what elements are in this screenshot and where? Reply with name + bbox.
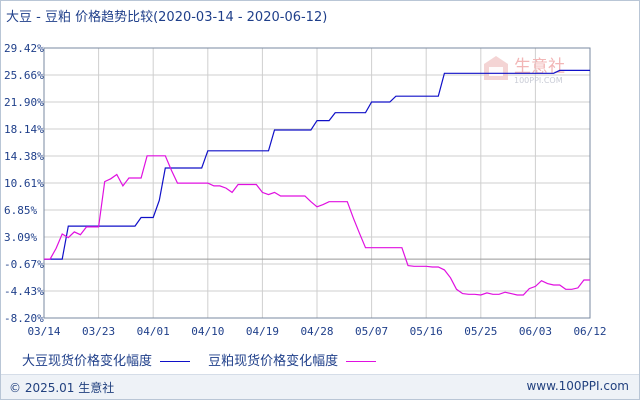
x-tick-label: 03/23 [82, 325, 115, 338]
legend-item-soymeal: 豆粕现货价格变化幅度 [208, 350, 377, 369]
series-line-soymeal [44, 155, 590, 296]
footer-website-link[interactable]: www.100PPI.com [526, 379, 629, 393]
plot-border [43, 47, 591, 319]
legend: 大豆现货价格变化幅度 豆粕现货价格变化幅度 [22, 350, 390, 369]
footer-copyright: © 2025.01 生意社 [9, 381, 115, 395]
watermark-text: 生意社 [514, 57, 565, 77]
y-tick-label: 29.42% [4, 42, 44, 55]
y-tick-label: 25.66% [4, 69, 44, 82]
x-tick-label: 04/01 [137, 325, 170, 338]
x-tick-label: 05/16 [410, 325, 443, 338]
y-tick-label: 21.90% [4, 96, 44, 109]
y-tick-labels: 29.42% 25.66% 21.90% 18.14% 14.38% 10.61% 6.85… [4, 42, 44, 325]
footer-bar: © 2025.01 生意社 www.100PPI.com [1, 374, 639, 399]
chart-title: 大豆 - 豆粕 价格趋势比较(2020-03-14 - 2020-06-12) [6, 10, 328, 25]
y-tick-label: -4.43% [4, 285, 44, 298]
legend-item-soybean: 大豆现货价格变化幅度 [22, 350, 191, 369]
watermark-subtext: 100PPI.COM [514, 76, 563, 85]
x-tick-label: 04/28 [300, 325, 333, 338]
grid-layer [44, 48, 590, 318]
y-tick-label: 6.85% [4, 204, 37, 217]
y-tick-label: -0.67% [4, 258, 44, 271]
x-tick-label: 06/12 [573, 325, 606, 338]
legend-label-soybean: 大豆现货价格变化幅度 [22, 354, 153, 369]
x-tick-label: 04/19 [246, 325, 279, 338]
x-tick-label: 05/25 [464, 325, 497, 338]
legend-label-soymeal: 豆粕现货价格变化幅度 [208, 354, 339, 369]
axis-layer [43, 47, 591, 319]
x-tick-label: 03/14 [27, 325, 60, 338]
x-tick-label: 06/03 [519, 325, 552, 338]
legend-swatch-soymeal [346, 361, 377, 362]
legend-swatch-soybean [160, 361, 191, 362]
x-tick-label: 04/10 [191, 325, 224, 338]
y-tick-label: 14.38% [4, 150, 44, 163]
y-tick-label: 18.14% [4, 123, 44, 136]
watermark-logo: 生意社 100PPI.COM [484, 56, 565, 85]
series-line-soybean [44, 69, 590, 260]
x-tick-label: 05/07 [355, 325, 388, 338]
y-tick-label: 10.61% [4, 177, 44, 190]
y-tick-label: -8.20% [4, 312, 44, 325]
y-tick-label: 3.09% [4, 231, 37, 244]
series-layer [44, 69, 590, 296]
x-tick-labels: 03/14 03/23 04/01 04/10 04/19 04/28 05/07 05/16… [27, 325, 606, 338]
